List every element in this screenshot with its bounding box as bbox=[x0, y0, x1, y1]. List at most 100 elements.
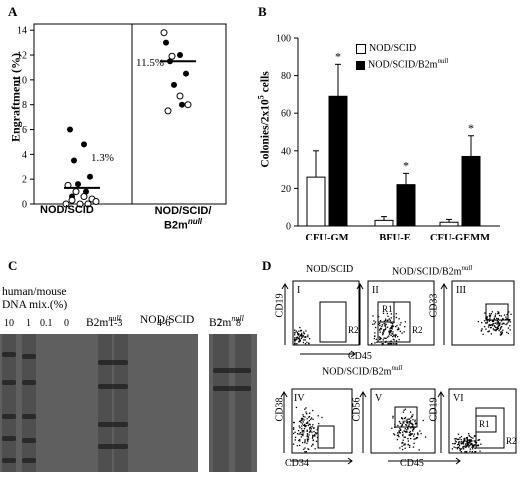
flow-event-dot bbox=[469, 442, 471, 444]
flow-event-dot bbox=[299, 438, 301, 441]
flow-plot-xarrowhead bbox=[455, 457, 461, 465]
flow-event-dot bbox=[502, 329, 504, 331]
flow-event-dot bbox=[469, 435, 471, 438]
flow-event-dot bbox=[424, 436, 427, 438]
flow-event-dot bbox=[376, 341, 378, 343]
panel-a-ytick-label: 4 bbox=[22, 150, 27, 161]
flow-event-dot bbox=[420, 432, 422, 435]
flow-event-dot bbox=[392, 325, 394, 328]
panel-a-point-filled bbox=[67, 126, 73, 133]
flow-event-dot bbox=[397, 327, 400, 329]
flow-event-dot bbox=[405, 420, 407, 422]
flow-event-dot bbox=[474, 435, 476, 437]
flow-event-dot bbox=[294, 439, 296, 441]
flow-event-dot bbox=[469, 448, 471, 450]
flow-event-dot bbox=[393, 433, 395, 435]
flow-event-dot bbox=[393, 434, 396, 436]
flow-event-dot bbox=[500, 315, 502, 317]
flow-event-dot bbox=[299, 326, 301, 329]
flow-event-dot bbox=[301, 332, 303, 335]
flow-event-dot bbox=[460, 435, 463, 438]
flow-event-dot bbox=[309, 412, 311, 414]
flow-event-dot bbox=[399, 429, 402, 432]
panel-c-group4: B2mnull bbox=[209, 314, 244, 329]
gel-image-right bbox=[209, 334, 257, 472]
flow-event-dot bbox=[488, 313, 491, 315]
flow-event-dot bbox=[412, 414, 414, 416]
flow-event-dot bbox=[492, 328, 494, 330]
flow-event-dot bbox=[483, 325, 486, 328]
plot-vi-ylabel: CD19 bbox=[428, 397, 440, 422]
flow-event-dot bbox=[495, 329, 497, 331]
flow-event-dot bbox=[304, 423, 306, 426]
plot-vi-gate-r2-box bbox=[475, 407, 505, 449]
flow-event-dot bbox=[406, 419, 408, 421]
flow-event-dot bbox=[379, 338, 382, 340]
plot-v-ylabel: CD56 bbox=[351, 397, 363, 422]
flow-event-dot bbox=[471, 444, 474, 446]
flow-event-dot bbox=[379, 328, 381, 330]
flow-event-dot bbox=[296, 331, 298, 333]
flow-event-dot bbox=[384, 323, 386, 325]
flow-event-dot bbox=[405, 423, 407, 426]
flow-event-dot bbox=[412, 427, 414, 429]
flow-event-dot bbox=[468, 446, 470, 448]
flow-event-dot bbox=[372, 315, 374, 317]
flow-event-dot bbox=[458, 444, 461, 446]
flow-event-dot bbox=[299, 335, 301, 338]
flow-event-dot bbox=[481, 328, 483, 330]
flow-event-dot bbox=[381, 325, 383, 328]
panel-a-point-filled bbox=[81, 141, 87, 148]
flow-event-dot bbox=[402, 411, 405, 413]
flow-event-dot bbox=[398, 328, 400, 330]
flow-event-dot bbox=[501, 331, 503, 333]
flow-event-dot bbox=[412, 419, 414, 421]
flow-event-dot bbox=[494, 326, 497, 329]
flow-event-dot bbox=[468, 440, 471, 443]
panel-c-header: human/mouse DNA mix.(%) bbox=[2, 286, 68, 311]
flow-event-dot bbox=[492, 323, 494, 325]
flow-event-dot bbox=[408, 418, 411, 420]
flow-event-dot bbox=[393, 335, 395, 337]
panel-b-significance: * bbox=[403, 158, 409, 172]
flow-event-dot bbox=[498, 324, 501, 327]
panel-a-xcat1: NOD/SCID bbox=[40, 204, 94, 216]
flow-event-dot bbox=[387, 319, 389, 321]
flow-event-dot bbox=[302, 433, 304, 436]
flow-event-dot bbox=[461, 442, 464, 445]
flow-event-dot bbox=[474, 447, 476, 450]
flow-event-dot bbox=[403, 444, 405, 446]
flow-event-dot bbox=[302, 341, 305, 344]
flow-event-dot bbox=[308, 337, 311, 340]
lane-label-0-1: 0.1 bbox=[40, 318, 53, 329]
flow-event-dot bbox=[486, 316, 488, 318]
flow-event-dot bbox=[378, 336, 381, 338]
flow-event-dot bbox=[398, 430, 400, 432]
flow-event-dot bbox=[314, 434, 316, 436]
flow-event-dot bbox=[295, 406, 298, 409]
flow-event-dot bbox=[391, 328, 393, 330]
lane-label-4-6: 4-6 bbox=[157, 318, 171, 329]
flow-event-dot bbox=[492, 320, 494, 323]
flow-event-dot bbox=[473, 446, 475, 448]
flow-event-dot bbox=[507, 327, 510, 329]
flow-event-dot bbox=[294, 332, 296, 334]
flow-event-dot bbox=[392, 338, 395, 341]
lane-label-7: 7 bbox=[217, 318, 222, 329]
flow-event-dot bbox=[490, 313, 493, 315]
flow-event-dot bbox=[410, 417, 412, 419]
flow-event-dot bbox=[297, 333, 299, 335]
flow-event-dot bbox=[312, 439, 314, 442]
flow-event-dot bbox=[471, 448, 474, 450]
flow-event-dot bbox=[304, 339, 306, 341]
flow-event-dot bbox=[413, 433, 416, 435]
flow-event-dot bbox=[454, 440, 457, 442]
plot-iv-gate-box bbox=[317, 425, 335, 449]
flow-event-dot bbox=[474, 451, 476, 453]
plot-iii-id: III bbox=[456, 285, 466, 296]
panel-c-label: C bbox=[8, 258, 18, 273]
flow-event-dot bbox=[398, 431, 400, 433]
flow-event-dot bbox=[312, 434, 314, 437]
flow-event-dot bbox=[313, 435, 315, 437]
flow-event-dot bbox=[417, 434, 419, 436]
